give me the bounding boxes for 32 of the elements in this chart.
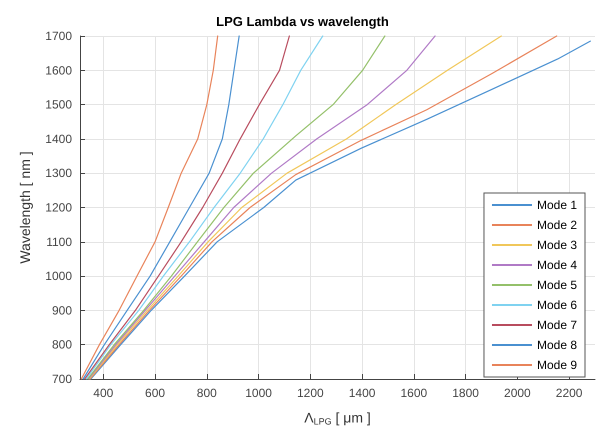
legend-label: Mode 1 bbox=[536, 198, 578, 212]
legend-label: Mode 7 bbox=[536, 318, 578, 332]
x-tick-label: 600 bbox=[145, 386, 166, 400]
x-tick-label: 1400 bbox=[348, 386, 376, 400]
x-tick-label: 1200 bbox=[296, 386, 324, 400]
y-tick-label: 1700 bbox=[45, 29, 72, 43]
legend-label: Mode 6 bbox=[536, 298, 578, 312]
y-tick-label: 1500 bbox=[45, 98, 72, 112]
y-tick-label: 800 bbox=[52, 338, 72, 352]
legend-label: Mode 4 bbox=[536, 258, 578, 272]
x-tick-label: 1800 bbox=[452, 386, 480, 400]
y-tick-label: 1600 bbox=[45, 63, 72, 78]
chart-title: LPG Lambda vs wavelength bbox=[216, 14, 389, 29]
x-tick-label: 1000 bbox=[245, 386, 272, 400]
x-tick-label: 2200 bbox=[556, 386, 583, 400]
y-tick-label: 1100 bbox=[46, 234, 72, 249]
y-tick-label: 900 bbox=[52, 303, 72, 318]
y-tick-label: 1200 bbox=[45, 200, 72, 214]
y-tick-label: 1300 bbox=[45, 166, 72, 180]
legend-label: Mode 8 bbox=[536, 338, 578, 352]
x-tick-label: 1600 bbox=[400, 386, 428, 400]
legend-label: Mode 2 bbox=[536, 218, 578, 232]
y-tick-label: 700 bbox=[52, 372, 72, 386]
legend-label: Mode 3 bbox=[536, 238, 578, 252]
x-tick-label: 800 bbox=[196, 386, 218, 400]
x-tick-label: 400 bbox=[93, 386, 114, 400]
x-tick-label: 2000 bbox=[504, 386, 532, 400]
y-tick-label: 1000 bbox=[45, 269, 72, 284]
legend-label: Mode 5 bbox=[536, 278, 578, 292]
legend-label: Mode 9 bbox=[536, 358, 578, 372]
y-tick-label: 1400 bbox=[45, 132, 72, 146]
y-axis-title: Wavelength [ nm ] bbox=[17, 151, 33, 264]
